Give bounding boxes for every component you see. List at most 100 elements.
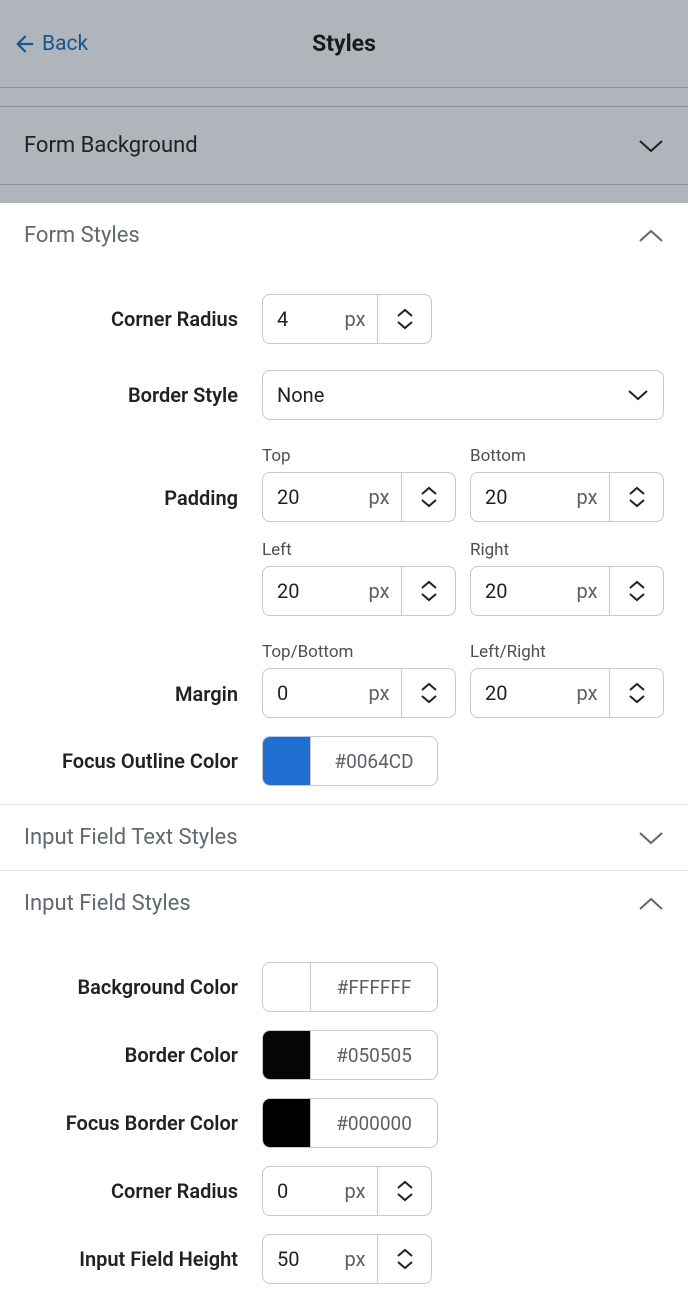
stepper-unit: px [333,295,377,343]
color-hex-value: FFFFFF [348,976,411,999]
chevron-up-icon [396,308,414,318]
row-if-height: Input Field Height 50 px [24,1234,664,1284]
col-padding-left: Left 20 px [262,540,456,616]
stepper-value[interactable]: 20 [263,567,357,615]
label-bg-color: Background Color [24,975,262,999]
stepper-value[interactable]: 50 [263,1235,333,1283]
stepper-value[interactable]: 20 [263,473,357,521]
stepper-unit: px [357,567,401,615]
stepper-value[interactable]: 20 [471,567,565,615]
color-hex-value: 050505 [348,1044,412,1067]
stepper-padding-right[interactable]: 20 px [470,566,664,616]
color-swatch[interactable] [263,737,311,785]
color-hex[interactable]: #FFFFFF [311,963,437,1011]
color-focus-border[interactable]: #000000 [262,1098,438,1148]
stepper-buttons[interactable] [609,473,663,521]
col-margin-lr: Left/Right 20 px [470,642,664,718]
stepper-value[interactable]: 20 [471,669,565,717]
section-form-styles[interactable]: Form Styles [0,203,688,268]
stepper-buttons[interactable] [377,1167,431,1215]
stepper-buttons[interactable] [377,295,431,343]
panel-form-styles: Corner Radius 4 px Border Style None [0,294,688,804]
chevron-up-icon [396,1248,414,1258]
back-button[interactable]: Back [14,32,88,56]
chevron-up-icon [628,580,646,590]
chevron-down-icon [638,138,664,154]
chevron-down-icon [628,694,646,704]
row-padding-lr: Left 20 px Right 20 px [24,540,664,616]
col-margin-tb: Top/Bottom 0 px [262,642,456,718]
chevron-down-icon [396,1192,414,1202]
chevron-up-icon [628,682,646,692]
sublabel-padding-right: Right [470,540,664,560]
stepper-margin-lr[interactable]: 20 px [470,668,664,718]
stepper-if-height[interactable]: 50 px [262,1234,432,1284]
stepper-corner-radius[interactable]: 4 px [262,294,432,344]
color-hex[interactable]: #000000 [311,1099,437,1147]
color-hex[interactable]: #050505 [311,1031,437,1079]
stepper-padding-bottom[interactable]: 20 px [470,472,664,522]
row-focus-border: Focus Border Color #000000 [24,1098,664,1148]
row-if-corner-radius: Corner Radius 0 px [24,1166,664,1216]
color-swatch[interactable] [263,1099,311,1147]
arrow-left-icon [14,33,36,55]
row-bg-color: Background Color #FFFFFF [24,962,664,1012]
select-value: None [277,383,324,407]
section-input-field-styles[interactable]: Input Field Styles [0,870,688,936]
stepper-value[interactable]: 0 [263,1167,333,1215]
sublabel-padding-left: Left [262,540,456,560]
header-gap [0,88,688,106]
label-if-corner-radius: Corner Radius [24,1179,262,1203]
stepper-buttons[interactable] [401,473,455,521]
chevron-down-icon [420,592,438,602]
select-border-style[interactable]: None [262,370,664,420]
stepper-buttons[interactable] [377,1235,431,1283]
stepper-buttons[interactable] [609,567,663,615]
col-padding-bottom: Bottom 20 px [470,446,664,522]
stepper-buttons[interactable] [609,669,663,717]
color-swatch[interactable] [263,963,311,1011]
section-form-background[interactable]: Form Background [0,106,688,185]
row-border-style: Border Style None [24,370,664,420]
sublabel-margin-lr: Left/Right [470,642,664,662]
stepper-value[interactable]: 0 [263,669,357,717]
row-padding-tb: Padding Top 20 px Bottom 20 px [24,446,664,522]
chevron-down-icon [396,320,414,330]
chevron-up-icon [420,486,438,496]
section-input-text-styles[interactable]: Input Field Text Styles [0,804,688,870]
color-hex[interactable]: #0064CD [311,737,437,785]
chevron-down-icon [628,592,646,602]
chevron-down-icon [420,498,438,508]
section-title-form-background: Form Background [24,133,198,158]
stepper-if-corner-radius[interactable]: 0 px [262,1166,432,1216]
sublabel-margin-tb: Top/Bottom [262,642,456,662]
stepper-unit: px [565,567,609,615]
stepper-padding-left[interactable]: 20 px [262,566,456,616]
stepper-buttons[interactable] [401,669,455,717]
section-title-input-text: Input Field Text Styles [24,825,238,850]
back-label: Back [42,32,88,56]
section-title-input-field: Input Field Styles [24,891,191,916]
sublabel-padding-bottom: Bottom [470,446,664,466]
stepper-value[interactable]: 4 [263,295,333,343]
color-bg[interactable]: #FFFFFF [262,962,438,1012]
color-focus-outline[interactable]: #0064CD [262,736,438,786]
stepper-unit: px [357,669,401,717]
chevron-down-icon [638,830,664,846]
row-focus-outline: Focus Outline Color #0064CD [24,736,664,786]
chevron-down-icon [628,498,646,508]
color-border[interactable]: #050505 [262,1030,438,1080]
chevron-up-icon [638,228,664,244]
chevron-up-icon [396,1180,414,1190]
label-padding: Padding [24,486,262,522]
color-hex-value: 0064CD [346,750,414,773]
color-swatch[interactable] [263,1031,311,1079]
stepper-padding-top[interactable]: 20 px [262,472,456,522]
sublabel-padding-top: Top [262,446,456,466]
chevron-up-icon [638,896,664,912]
stepper-buttons[interactable] [401,567,455,615]
row-margin: Margin Top/Bottom 0 px Left/Right 20 px [24,642,664,718]
stepper-margin-tb[interactable]: 0 px [262,668,456,718]
chevron-up-icon [420,580,438,590]
stepper-value[interactable]: 20 [471,473,565,521]
